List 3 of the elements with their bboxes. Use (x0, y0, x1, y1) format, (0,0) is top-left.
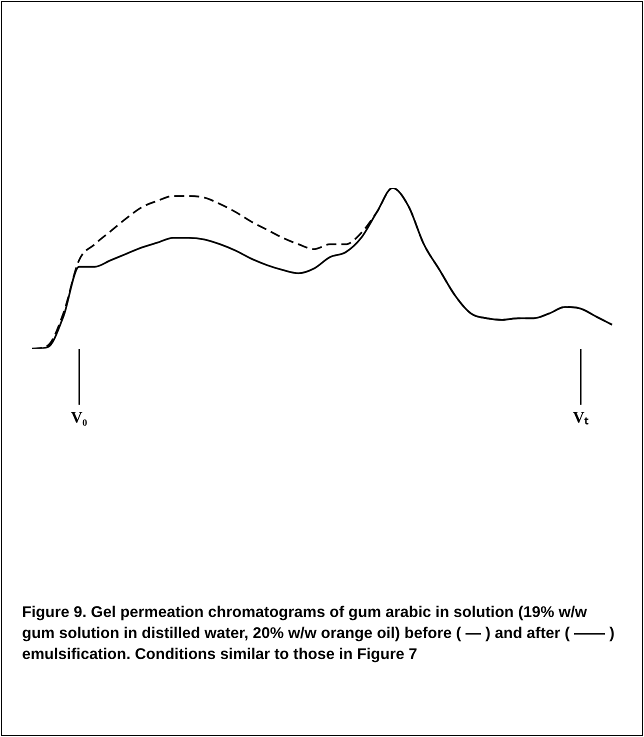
x-tick-label: Vₜ (572, 410, 588, 427)
x-tick-label: V₀ (70, 410, 88, 427)
caption: Figure 9. Gel permeation chromatograms of gum arabic in solution (19% w/w gum solution in distilled water, 20% w/w orange oil) before ( — ) and after ( —— ) emulsification. Conditions similar to those in Figure 7 (22, 603, 616, 665)
